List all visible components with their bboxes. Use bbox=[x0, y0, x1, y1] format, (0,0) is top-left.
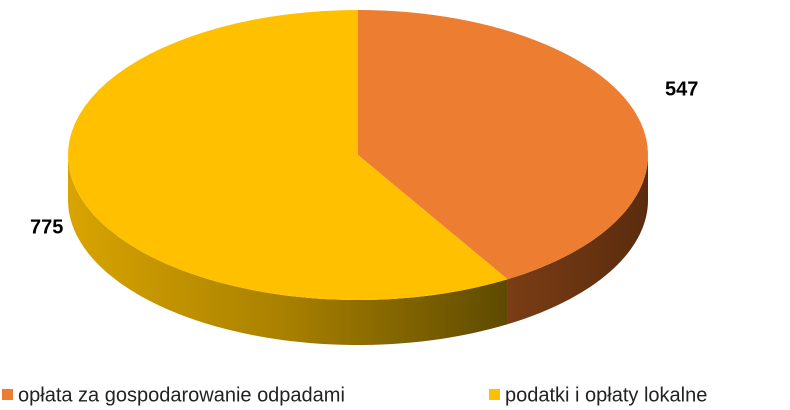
pie-side bbox=[507, 155, 648, 325]
value-label: 775 bbox=[30, 216, 63, 238]
value-label: 547 bbox=[665, 78, 698, 100]
legend-label: podatki i opłaty lokalne bbox=[505, 384, 707, 406]
pie-side bbox=[68, 155, 508, 345]
legend-label: opłata za gospodarowanie odpadami bbox=[18, 384, 345, 406]
legend-swatch bbox=[489, 389, 500, 400]
pie-slice bbox=[358, 10, 648, 280]
pie-slice bbox=[68, 10, 508, 300]
legend-swatch bbox=[2, 389, 13, 400]
